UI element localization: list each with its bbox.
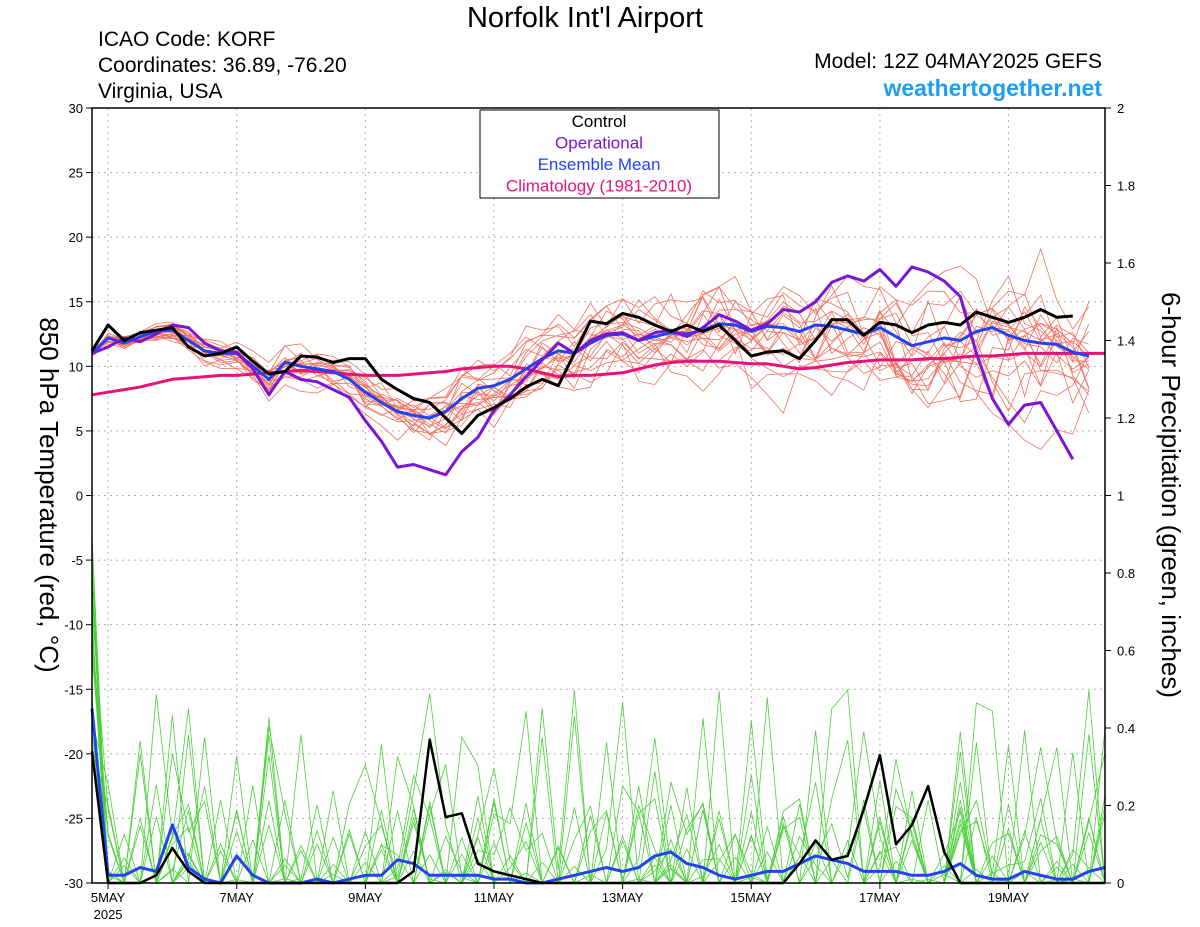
right-tick-label: 0.8 xyxy=(1117,566,1135,581)
left-tick-label: 25 xyxy=(69,166,83,181)
legend-entry: Climatology (1981-2010) xyxy=(506,177,692,196)
grid xyxy=(92,108,1105,883)
temp-member-line xyxy=(91,275,1090,430)
right-tick-label: 0.6 xyxy=(1117,644,1135,659)
x-tick-label: 19MAY xyxy=(988,890,1030,905)
left-tick-label: 0 xyxy=(76,489,83,504)
temp-member-line xyxy=(91,295,1090,451)
x-tick-label: 9MAY xyxy=(348,890,383,905)
left-tick-label: -5 xyxy=(71,553,83,568)
temp-ensemble-mean-line xyxy=(90,322,1090,420)
right-tick-label: 1.6 xyxy=(1117,256,1135,271)
x-tick-label: 11MAY xyxy=(474,890,515,905)
x-tick-label: 13MAY xyxy=(602,890,644,905)
right-axis-ticks: 2 1.8 1.6 1.4 1.2 1 0.8 0.6 0.4 0.2 0 xyxy=(1105,101,1135,891)
left-tick-label: -25 xyxy=(64,811,83,826)
left-tick-label: 5 xyxy=(76,424,83,439)
coordinates: Coordinates: 36.89, -76.20 xyxy=(98,54,347,77)
temp-member-line xyxy=(91,307,1090,434)
left-tick-label: -15 xyxy=(64,682,83,697)
left-tick-label: 15 xyxy=(69,295,83,310)
x-tick-label: 15MAY xyxy=(730,890,772,905)
temp-member-line xyxy=(91,299,1090,411)
temp-operational-line xyxy=(91,265,1075,477)
right-tick-label: 1.8 xyxy=(1117,179,1135,194)
x-tick-label: 17MAY xyxy=(859,890,901,905)
right-tick-label: 1 xyxy=(1117,489,1124,504)
right-axis-label: 6-hour Precipitation (green, inches) xyxy=(1156,292,1186,698)
left-tick-label: 10 xyxy=(69,359,83,374)
site-link[interactable]: weathertogether.net xyxy=(883,75,1102,101)
left-tick-label: 20 xyxy=(69,230,83,245)
legend-entry: Operational xyxy=(555,134,643,153)
temp-member-line xyxy=(91,294,1090,441)
right-tick-label: 0.2 xyxy=(1117,799,1135,814)
icao-code: ICAO Code: KORF xyxy=(98,28,276,51)
x-tick-label: 5MAY xyxy=(91,890,126,905)
right-tick-label: 2 xyxy=(1117,101,1124,116)
right-tick-label: 0.4 xyxy=(1117,721,1135,736)
precip-ensemble-mean-line xyxy=(90,708,1106,885)
precip-member-line xyxy=(91,609,1105,884)
ensemble-members-precipitation xyxy=(91,538,1106,885)
right-tick-label: 1.4 xyxy=(1117,334,1135,349)
left-axis-label: 850 hPa Temperature (red, °C) xyxy=(34,317,64,672)
legend: Control Operational Ensemble Mean Climatolo… xyxy=(479,109,720,199)
left-tick-label: -20 xyxy=(64,747,83,762)
x-axis-ticks: 5MAY 7MAY 9MAY 11MAY 13MAY 15MAY 17MAY 19MAY 202… xyxy=(91,883,1030,922)
left-tick-label: 30 xyxy=(69,101,83,116)
x-tick-label: 7MAY xyxy=(219,890,254,905)
legend-entry: Ensemble Mean xyxy=(538,155,661,174)
page-title: Norfolk Int'l Airport xyxy=(466,2,703,34)
left-tick-label: -10 xyxy=(64,618,83,633)
precip-member-line xyxy=(91,563,1106,885)
x-year-label: 2025 xyxy=(94,907,123,922)
region: Virginia, USA xyxy=(98,80,223,103)
legend-box xyxy=(479,109,720,199)
precip-member-line xyxy=(91,729,1106,884)
temp-member-line xyxy=(91,293,1089,420)
right-tick-label: 0 xyxy=(1117,876,1124,891)
left-tick-label: -30 xyxy=(64,876,83,891)
legend-entry: Control xyxy=(572,112,627,131)
right-tick-label: 1.2 xyxy=(1117,411,1135,426)
temp-control-line xyxy=(90,308,1073,435)
model-run: Model: 12Z 04MAY2025 GEFS xyxy=(814,50,1102,73)
left-axis-ticks: 30 25 20 15 10 5 0 -5 -10 -15 -20 -25 -30 xyxy=(64,101,92,891)
